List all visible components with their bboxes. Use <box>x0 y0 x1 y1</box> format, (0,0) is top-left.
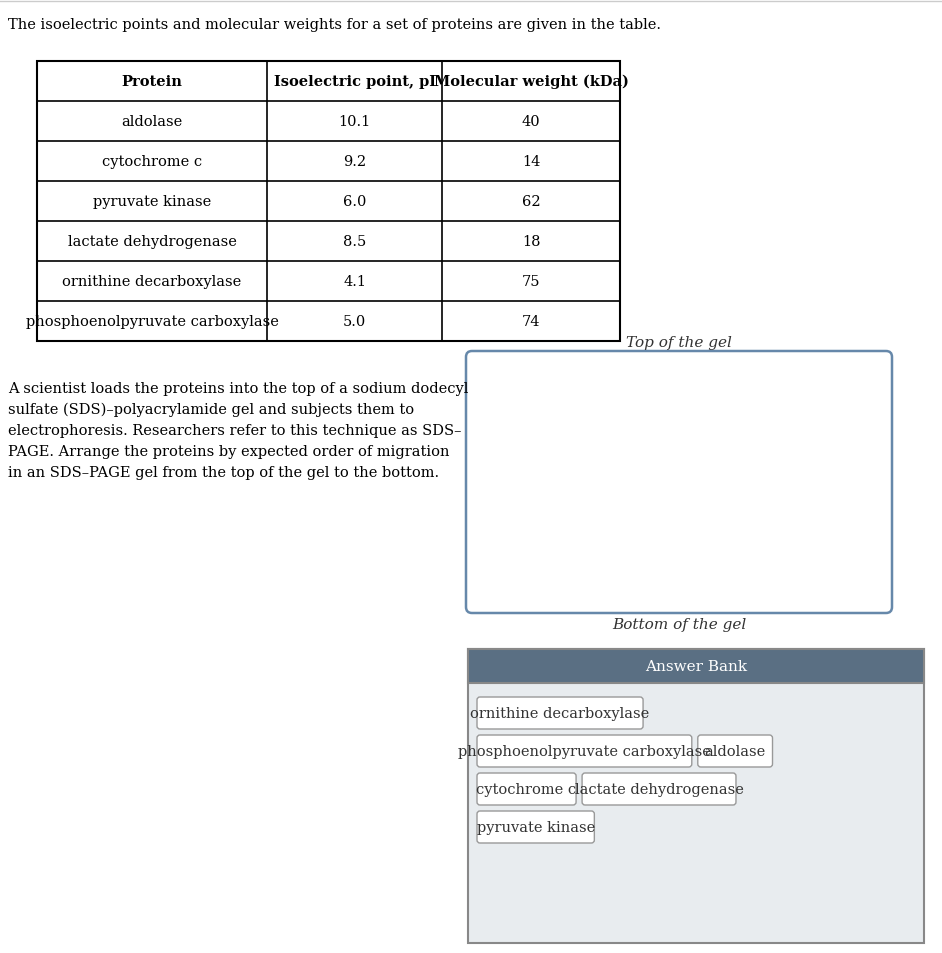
FancyBboxPatch shape <box>582 773 736 805</box>
Text: The isoelectric points and molecular weights for a set of proteins are given in : The isoelectric points and molecular wei… <box>8 18 661 32</box>
Text: aldolase: aldolase <box>705 744 766 759</box>
Text: in an SDS–PAGE gel from the top of the gel to the bottom.: in an SDS–PAGE gel from the top of the g… <box>8 465 439 479</box>
Text: 6.0: 6.0 <box>343 194 366 209</box>
Text: lactate dehydrogenase: lactate dehydrogenase <box>575 782 743 796</box>
Text: A scientist loads the proteins into the top of a sodium dodecyl: A scientist loads the proteins into the … <box>8 381 468 395</box>
Text: 14: 14 <box>522 154 540 169</box>
Text: lactate dehydrogenase: lactate dehydrogenase <box>68 234 236 249</box>
Text: 5.0: 5.0 <box>343 314 366 329</box>
FancyBboxPatch shape <box>477 773 577 805</box>
Text: pyruvate kinase: pyruvate kinase <box>93 194 211 209</box>
FancyBboxPatch shape <box>477 735 691 767</box>
Text: 9.2: 9.2 <box>343 154 366 169</box>
Text: ornithine decarboxylase: ornithine decarboxylase <box>470 706 650 720</box>
Text: Answer Bank: Answer Bank <box>645 659 747 673</box>
FancyBboxPatch shape <box>466 352 892 614</box>
Text: 75: 75 <box>522 274 541 289</box>
Text: phosphoenolpyruvate carboxylase: phosphoenolpyruvate carboxylase <box>458 744 711 759</box>
Text: Protein: Protein <box>122 75 183 89</box>
FancyBboxPatch shape <box>477 698 643 729</box>
Text: 18: 18 <box>522 234 541 249</box>
FancyBboxPatch shape <box>698 735 772 767</box>
Text: ornithine decarboxylase: ornithine decarboxylase <box>62 274 242 289</box>
Text: 74: 74 <box>522 314 541 329</box>
Text: cytochrome c: cytochrome c <box>102 154 203 169</box>
Text: sulfate (SDS)–polyacrylamide gel and subjects them to: sulfate (SDS)–polyacrylamide gel and sub… <box>8 402 414 417</box>
Bar <box>468 649 924 943</box>
Text: PAGE. Arrange the proteins by expected order of migration: PAGE. Arrange the proteins by expected o… <box>8 444 449 458</box>
Text: 40: 40 <box>522 115 541 129</box>
FancyBboxPatch shape <box>477 811 594 843</box>
Text: 62: 62 <box>522 194 541 209</box>
Text: pyruvate kinase: pyruvate kinase <box>477 821 594 834</box>
Text: 10.1: 10.1 <box>338 115 370 129</box>
Text: electrophoresis. Researchers refer to this technique as SDS–: electrophoresis. Researchers refer to th… <box>8 423 462 437</box>
Text: aldolase: aldolase <box>122 115 183 129</box>
Text: phosphoenolpyruvate carboxylase: phosphoenolpyruvate carboxylase <box>25 314 279 329</box>
Text: 4.1: 4.1 <box>343 274 366 289</box>
Text: Molecular weight (kDa): Molecular weight (kDa) <box>433 74 628 89</box>
Bar <box>468 649 924 683</box>
Text: cytochrome c: cytochrome c <box>477 782 577 796</box>
Text: Isoelectric point, pI: Isoelectric point, pI <box>273 75 435 89</box>
Text: 8.5: 8.5 <box>343 234 366 249</box>
Text: Top of the gel: Top of the gel <box>626 335 732 350</box>
Text: Bottom of the gel: Bottom of the gel <box>612 618 746 631</box>
Bar <box>37 62 620 341</box>
